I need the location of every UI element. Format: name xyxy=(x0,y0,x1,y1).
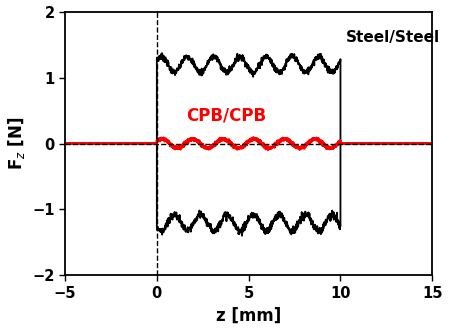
Text: Steel/Steel: Steel/Steel xyxy=(346,30,440,45)
Y-axis label: F$_z$ [N]: F$_z$ [N] xyxy=(5,117,27,170)
Text: CPB/CPB: CPB/CPB xyxy=(187,107,267,125)
X-axis label: z [mm]: z [mm] xyxy=(216,307,281,324)
